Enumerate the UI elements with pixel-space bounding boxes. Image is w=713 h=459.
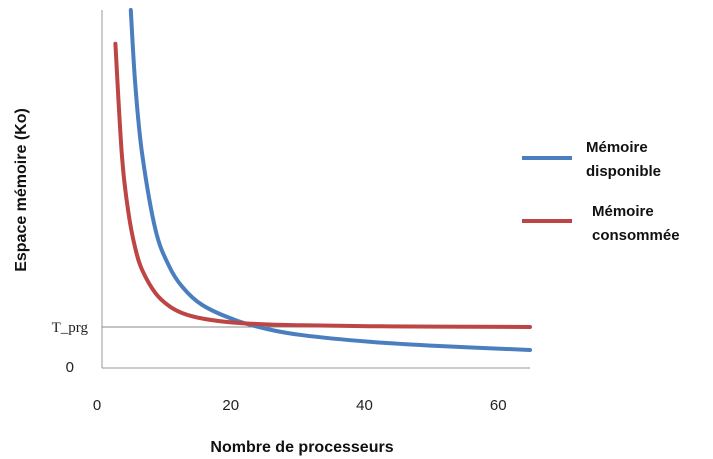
legend-label-disponible-line2: disponible xyxy=(586,163,661,180)
legend-label-disponible-line1: Mémoire xyxy=(586,139,648,156)
x-tick-labels: 0 20 40 60 xyxy=(93,397,507,414)
y-tick-label-0: 0 xyxy=(66,359,74,376)
legend-label-consommee-line1: Mémoire xyxy=(592,203,654,220)
y-axis-title: Espace mémoire (Ko) xyxy=(13,108,30,272)
series-line-memoire-consommee xyxy=(113,41,532,329)
legend-label-consommee-line2: consommée xyxy=(592,227,680,244)
x-axis-title: Nombre de processeurs xyxy=(210,439,393,456)
series-line-memoire-disponible xyxy=(128,8,532,352)
series-lines xyxy=(113,8,532,352)
x-tick-label: 40 xyxy=(356,397,373,414)
legend: Mémoire disponible Mémoire consommée xyxy=(522,139,680,244)
x-tick-label: 20 xyxy=(222,397,239,414)
x-tick-label: 0 xyxy=(93,397,101,414)
reference-line-label: T_prg xyxy=(52,320,89,336)
x-tick-label: 60 xyxy=(490,397,507,414)
